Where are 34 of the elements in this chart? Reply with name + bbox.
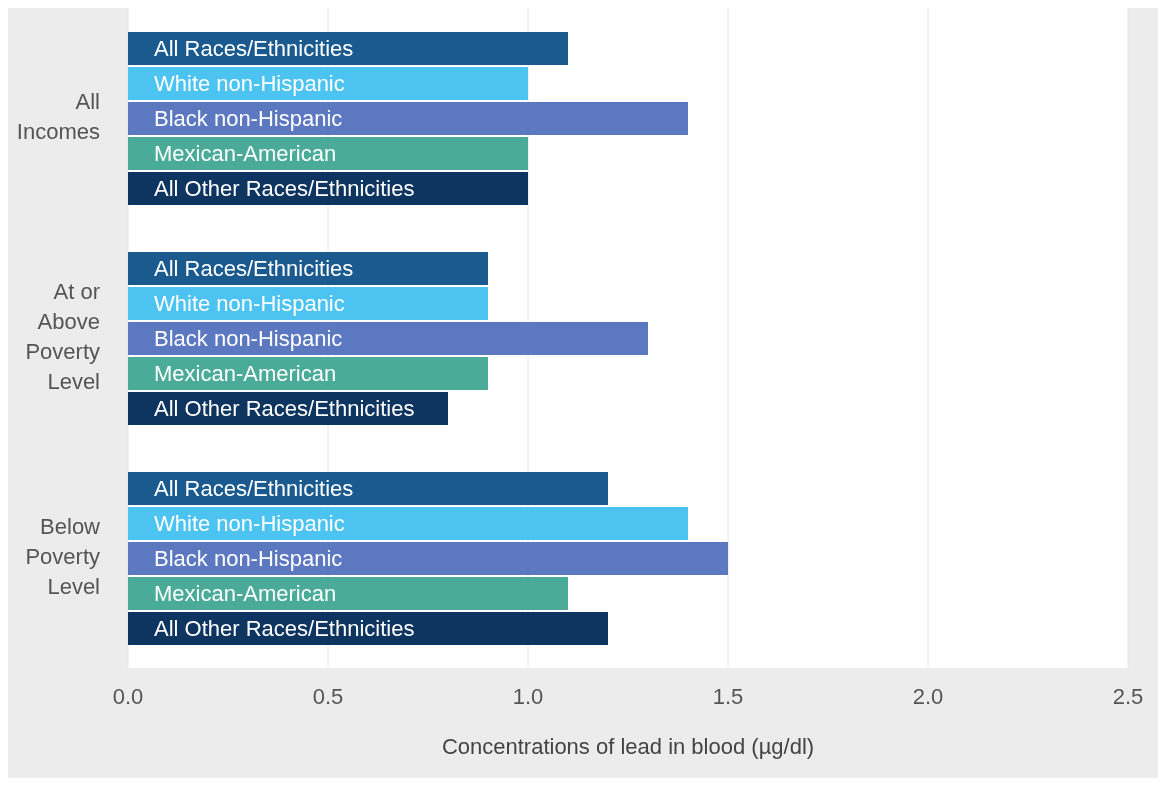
bar [128, 472, 608, 505]
x-tick-label: 1.0 [512, 683, 544, 709]
bar [128, 102, 688, 135]
series-label: White non-Hispanic [154, 71, 345, 97]
text: All Other Races/Ethnicities [154, 616, 415, 642]
series-label: Mexican-American [154, 141, 337, 167]
x-tick-label: 0.5 [312, 683, 344, 709]
text: All Races/Ethnicities [154, 256, 354, 282]
series-label: Black non-Hispanic [154, 106, 343, 132]
x-tick-label: 2.5 [1112, 683, 1144, 709]
x-tick-label: 0.0 [112, 683, 144, 709]
bar [128, 322, 648, 355]
text: Black non-Hispanic [154, 546, 343, 572]
text: Mexican-American [154, 361, 337, 387]
text: All Other Races/Ethnicities [154, 396, 415, 422]
bar [128, 67, 528, 100]
y-tick-label: Below Poverty Level [25, 513, 101, 599]
series-label: All Races/Ethnicities [154, 36, 354, 62]
text: White non-Hispanic [154, 291, 345, 317]
x-axis-title: Concentrations of lead in blood (µg/dl) [441, 734, 815, 759]
text: White non-Hispanic [154, 511, 345, 537]
x-tick-label: 2.0 [912, 683, 944, 709]
text: Mexican-American [154, 581, 337, 607]
bar [128, 577, 568, 610]
text: All Races/Ethnicities [154, 476, 354, 502]
bar [128, 137, 528, 170]
text: Black non-Hispanic [154, 326, 343, 352]
y-tick-label: All Incomes [16, 88, 100, 144]
y-tick-label: At or Above Poverty Level [25, 278, 100, 394]
x-tick-label: 1.5 [712, 683, 744, 709]
bar [128, 32, 568, 65]
bar [128, 507, 688, 540]
bar [128, 542, 728, 575]
series-label: All Other Races/Ethnicities [154, 176, 415, 202]
